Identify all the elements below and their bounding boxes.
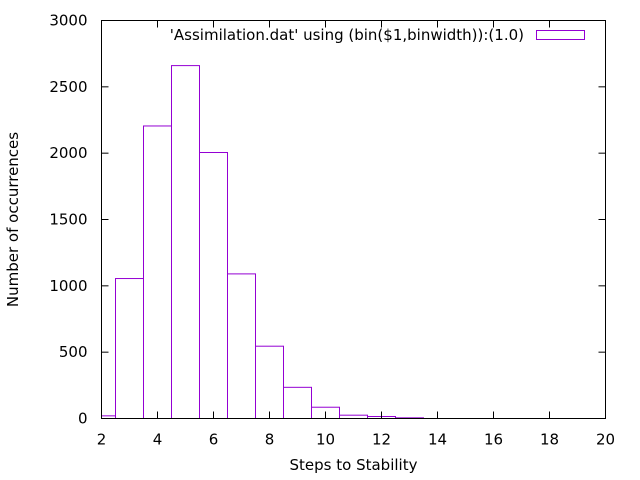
- histogram-bar: [255, 345, 284, 419]
- x-tick-label: 10: [316, 431, 335, 449]
- x-tick-label: 14: [428, 431, 447, 449]
- x-tick-label: 6: [209, 431, 219, 449]
- y-tick-label: 1000: [49, 277, 87, 295]
- x-tick-label: 2: [97, 431, 107, 449]
- x-tick-label: 20: [596, 431, 615, 449]
- y-axis-title: Number of occurrences: [4, 132, 22, 307]
- bars-layer: [101, 65, 424, 420]
- plot-frame: [101, 20, 606, 419]
- histogram-bar: [143, 125, 172, 419]
- x-tick-label: 16: [484, 431, 503, 449]
- histogram-bar: [171, 65, 200, 420]
- x-tick-label: 8: [265, 431, 275, 449]
- histogram-bar: [227, 273, 256, 420]
- x-axis-title: Steps to Stability: [290, 456, 418, 474]
- legend: 'Assimilation.dat' using (bin($1,binwidt…: [170, 26, 585, 44]
- tick-labels-layer: 2 4 6 8 10 12 14 16 18 20 0 500 1000 1500 2000 2500 3000: [49, 12, 615, 449]
- x-tick-label: 4: [153, 431, 163, 449]
- y-tick-label: 1500: [49, 211, 87, 229]
- histogram-bar: [115, 278, 144, 419]
- x-tick-label: 12: [372, 431, 391, 449]
- x-tick-label: 18: [540, 431, 559, 449]
- legend-label: 'Assimilation.dat' using (bin($1,binwidt…: [170, 26, 524, 44]
- ticks-layer: [101, 20, 606, 419]
- y-tick-label: 2000: [49, 144, 87, 162]
- y-tick-label: 500: [59, 343, 88, 361]
- histogram-bar: [199, 152, 228, 419]
- y-tick-label: 2500: [49, 78, 87, 96]
- y-tick-label: 0: [78, 410, 88, 428]
- legend-swatch: [536, 30, 585, 40]
- y-tick-label: 3000: [49, 12, 87, 30]
- histogram-bar: [283, 386, 312, 419]
